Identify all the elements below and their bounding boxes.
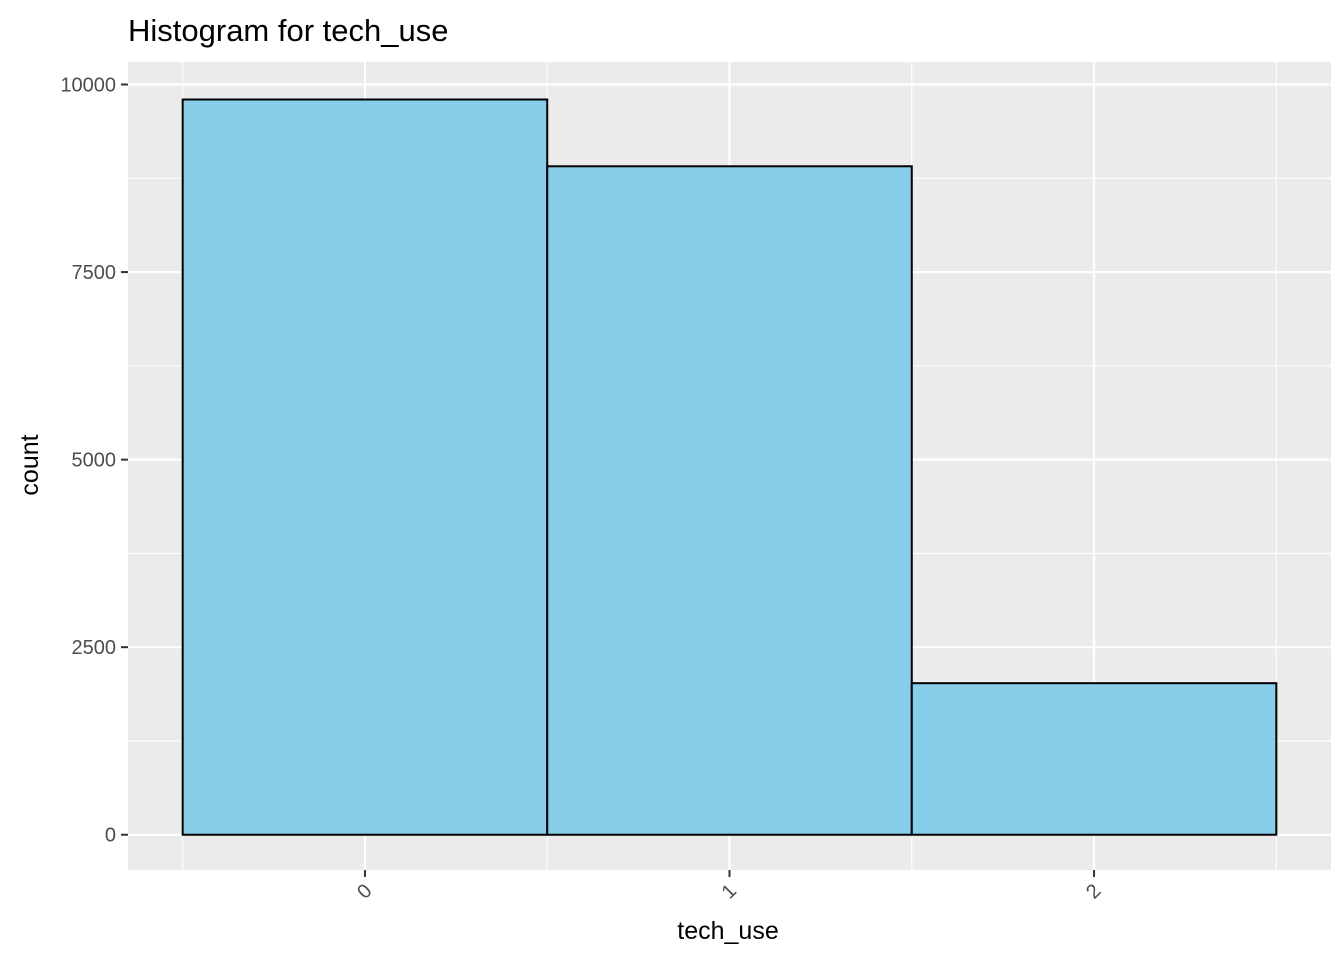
x-axis-title: tech_use: [677, 917, 778, 945]
x-tick-label: 1: [718, 880, 741, 903]
bar-0: [181, 98, 549, 836]
chart-title: Histogram for tech_use: [128, 13, 448, 48]
bars: [181, 98, 1278, 836]
y-tick-label: 2500: [72, 637, 117, 659]
y-tick-label: 5000: [72, 450, 117, 472]
bar-2: [910, 682, 1278, 836]
bar-1: [546, 165, 913, 836]
x-tick-label: 0: [353, 880, 376, 903]
y-axis-title: count: [16, 434, 44, 495]
x-tick-label: 2: [1082, 880, 1105, 903]
y-tick-label: 0: [105, 825, 116, 847]
y-tick-label: 7500: [72, 262, 117, 284]
y-tick-label: 10000: [60, 75, 116, 97]
